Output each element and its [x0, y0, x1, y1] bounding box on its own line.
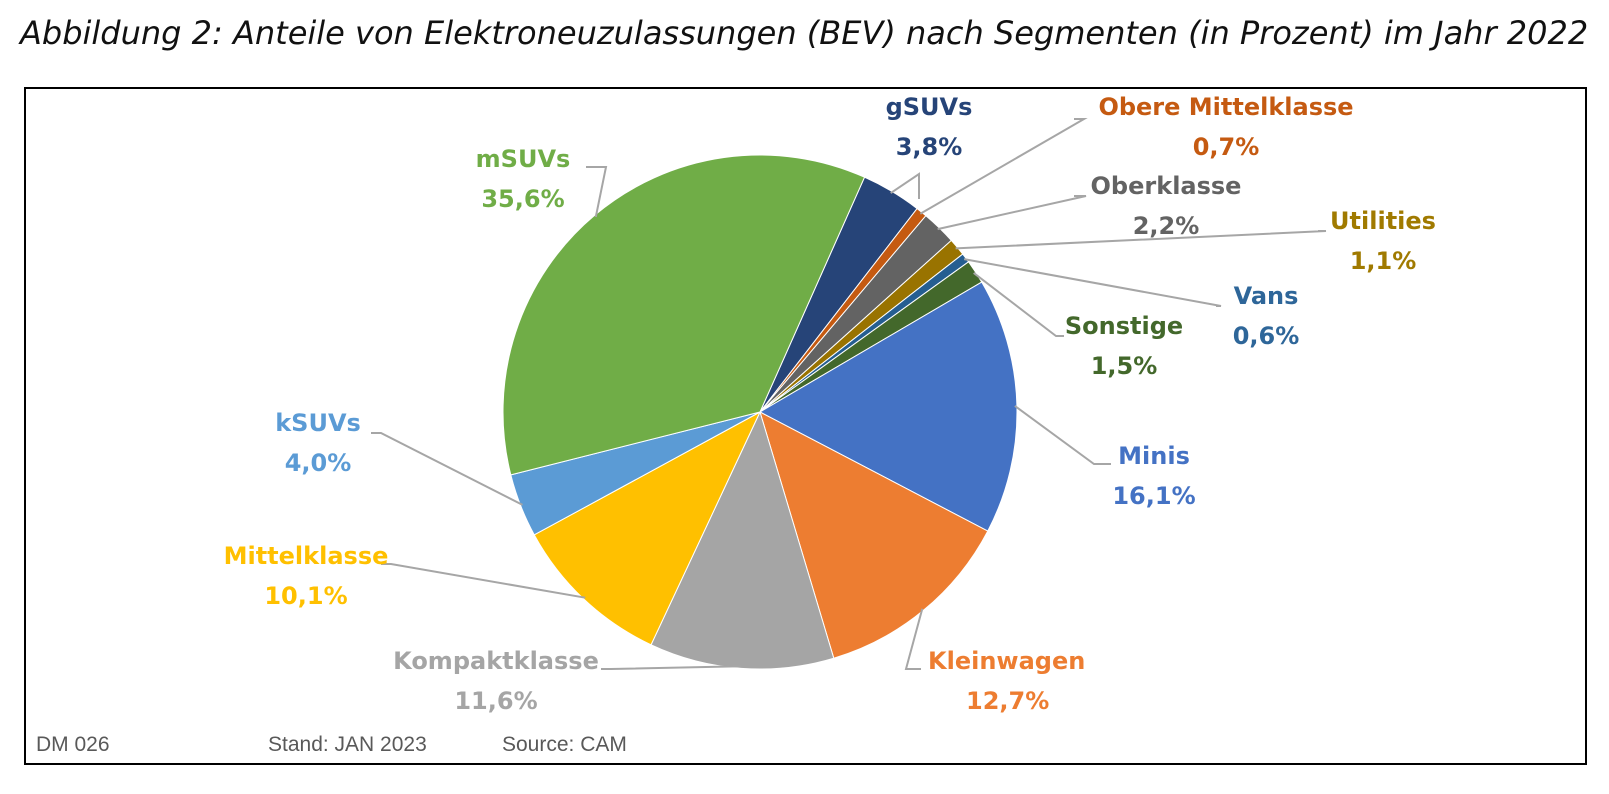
label-value-kleinwagen: 12,7% [966, 687, 1049, 715]
pie-slice-mittelklasse [533, 410, 762, 646]
leader-line-ksuvs [371, 432, 523, 506]
figure-title: Abbildung 2: Anteile von Elektroneuzulas… [20, 14, 1589, 52]
label-value-sonstige: 1,5% [1091, 352, 1158, 380]
footer-source: Source: CAM [502, 733, 627, 756]
label-value-vans: 0,6% [1233, 322, 1300, 350]
chart-frame: gSUVs 3,8% Obere Mittelklasse 0,7% Oberklass… [24, 87, 1587, 765]
label-name-obere-mittelklasse: Obere Mittelklasse [1098, 93, 1353, 121]
label-name-utilities: Utilities [1330, 207, 1436, 235]
label-value-kompaktklasse: 11,6% [454, 687, 537, 715]
leader-line-kompaktklasse [601, 665, 742, 670]
label-name-minis: Minis [1118, 442, 1190, 470]
data-labels: gSUVs 3,8% Obere Mittelklasse 0,7% Oberklass… [224, 93, 1436, 715]
label-value-obere-mittelklasse: 0,7% [1193, 133, 1260, 161]
label-value-oberklasse: 2,2% [1133, 212, 1200, 240]
pie-slice-kompaktklasse [650, 410, 835, 670]
leader-line-kleinwagen [904, 608, 924, 670]
leader-line-msuvs [586, 166, 608, 218]
label-name-vans: Vans [1234, 282, 1299, 310]
pie-slice-kleinwagen [759, 411, 989, 659]
leader-line-mittelklasse [381, 563, 586, 599]
leader-line-sonstige [973, 272, 1064, 337]
label-value-gsuvs: 3,8% [896, 133, 963, 161]
label-value-utilities: 1,1% [1350, 247, 1417, 275]
label-value-mittelklasse: 10,1% [264, 582, 347, 610]
label-name-kleinwagen: Kleinwagen [928, 647, 1085, 675]
pie-slice-minis [758, 281, 1018, 532]
pie-chart: gSUVs 3,8% Obere Mittelklasse 0,7% Oberklass… [224, 93, 1436, 715]
label-name-ksuvs: kSUVs [275, 409, 361, 437]
footer-stand: Stand: JAN 2023 [268, 733, 427, 756]
label-name-sonstige: Sonstige [1065, 312, 1183, 340]
leader-lines [371, 118, 1327, 670]
label-name-gsuvs: gSUVs [886, 93, 973, 121]
label-value-minis: 16,1% [1112, 482, 1195, 510]
leader-line-vans [963, 258, 1222, 307]
label-name-kompaktklasse: Kompaktklasse [393, 647, 599, 675]
leader-line-oberklasse [937, 195, 1087, 231]
label-name-oberklasse: Oberklasse [1091, 172, 1242, 200]
leader-line-minis [1014, 405, 1111, 465]
leader-line-obere-mittelklasse [919, 118, 1088, 215]
pie-slice-msuvs [502, 154, 866, 476]
pie-slices [502, 154, 1018, 670]
footer-code: DM 026 [36, 733, 110, 756]
leader-line-utilities [955, 230, 1327, 250]
label-name-msuvs: mSUVs [476, 145, 571, 173]
label-value-msuvs: 35,6% [481, 185, 564, 213]
label-value-ksuvs: 4,0% [285, 449, 352, 477]
leader-line-gsuvs [890, 172, 920, 199]
label-name-mittelklasse: Mittelklasse [224, 542, 389, 570]
